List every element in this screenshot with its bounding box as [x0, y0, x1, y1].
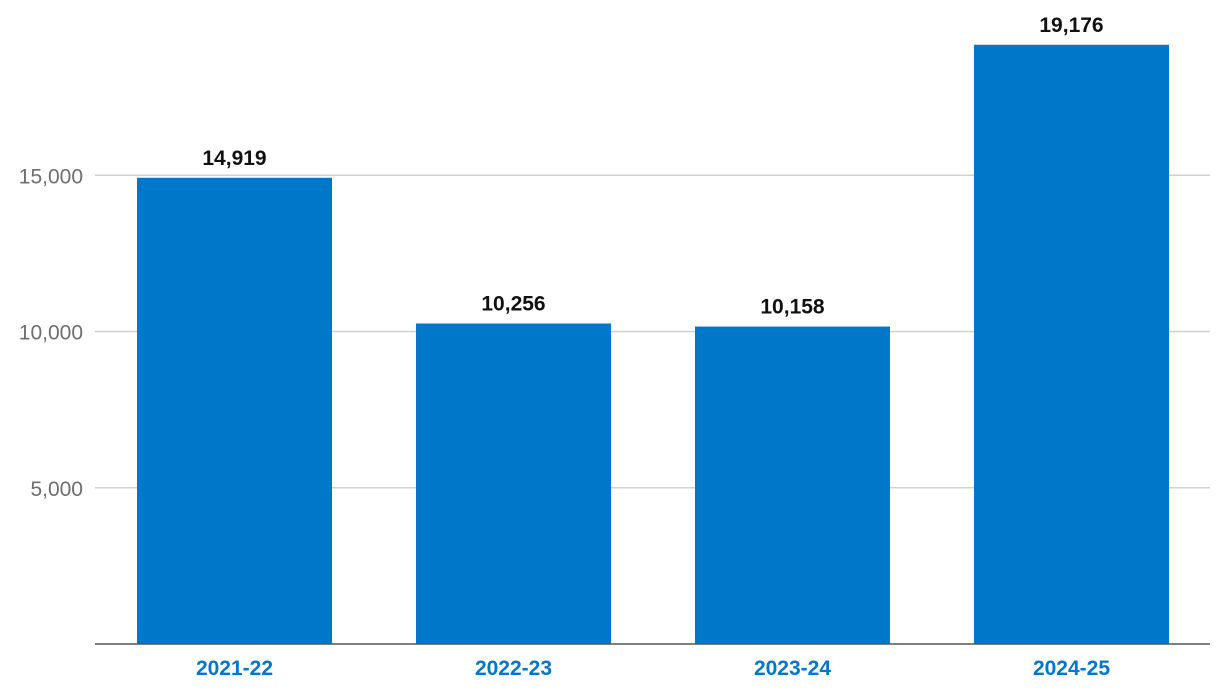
data-label: 10,256 [481, 293, 545, 316]
bar-2023-24 [695, 326, 890, 644]
x-tick-label: 2023-24 [754, 657, 831, 680]
bars [137, 44, 1169, 644]
x-tick-label: 2021-22 [196, 657, 273, 680]
bar-2022-23 [416, 323, 611, 644]
data-label: 14,919 [202, 147, 266, 170]
data-label: 10,158 [760, 296, 825, 319]
bar-2021-22 [137, 177, 332, 644]
y-tick-label: 15,000 [19, 165, 83, 188]
x-tick-label: 2022-23 [475, 657, 552, 680]
data-labels: 14,919 10,256 10,158 19,176 [202, 14, 1103, 319]
data-label: 19,176 [1039, 14, 1103, 37]
y-tick-label: 5,000 [30, 478, 83, 501]
y-tick-label: 10,000 [19, 322, 83, 345]
x-axis-ticks: 2021-22 2022-23 2023-24 2024-25 [196, 657, 1110, 680]
x-tick-label: 2024-25 [1033, 657, 1110, 680]
bar-2024-25 [974, 44, 1169, 644]
y-axis-ticks: 5,000 10,000 15,000 [19, 165, 83, 501]
